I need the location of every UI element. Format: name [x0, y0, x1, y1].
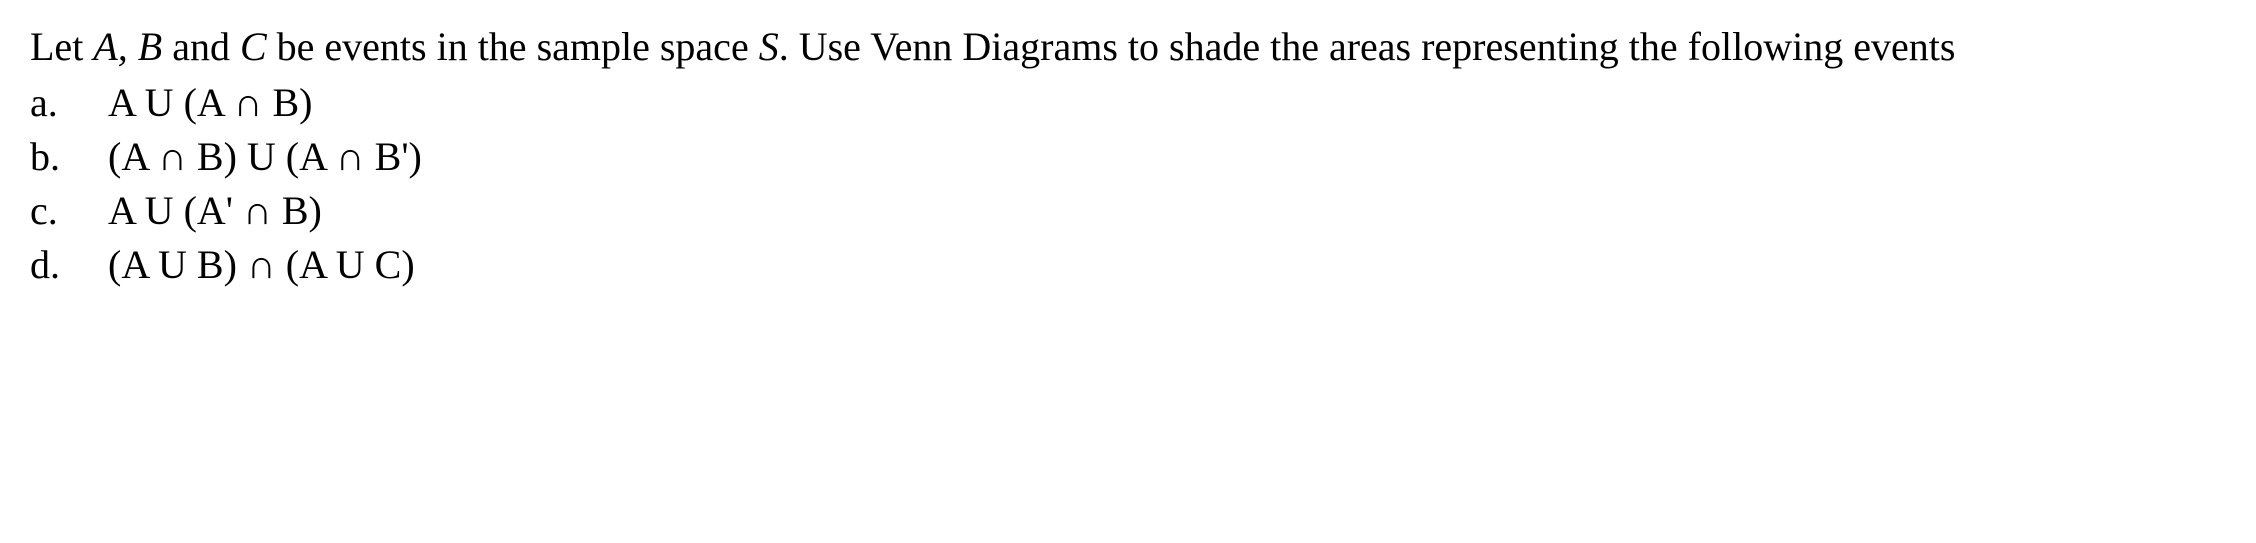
problem-intro: Let A, B and C be events in the sample s… — [30, 20, 2226, 74]
intro-part1: Let — [30, 24, 93, 69]
list-item: c. A U (A' ∩ B) — [30, 184, 2226, 238]
item-content-c: A U (A' ∩ B) — [108, 184, 2226, 238]
intro-c: C — [240, 24, 267, 69]
item-content-a: A U (A ∩ B) — [108, 76, 2226, 130]
item-marker-c: c. — [30, 184, 108, 238]
item-marker-a: a. — [30, 76, 108, 130]
item-marker-d: d. — [30, 238, 108, 292]
intro-ab: A, B — [93, 24, 162, 69]
intro-part4: . Use Venn Diagrams to shade the areas r… — [779, 24, 1956, 69]
intro-part3: be events in the sample space — [267, 24, 759, 69]
intro-s: S — [759, 24, 779, 69]
list-item: d. (A U B) ∩ (A U C) — [30, 238, 2226, 292]
intro-part2: and — [162, 24, 240, 69]
item-content-d: (A U B) ∩ (A U C) — [108, 238, 2226, 292]
list-item: a. A U (A ∩ B) — [30, 76, 2226, 130]
list-item: b. (A ∩ B) U (A ∩ B') — [30, 130, 2226, 184]
item-content-b: (A ∩ B) U (A ∩ B') — [108, 130, 2226, 184]
item-marker-b: b. — [30, 130, 108, 184]
problem-list: a. A U (A ∩ B) b. (A ∩ B) U (A ∩ B') c. … — [30, 76, 2226, 292]
